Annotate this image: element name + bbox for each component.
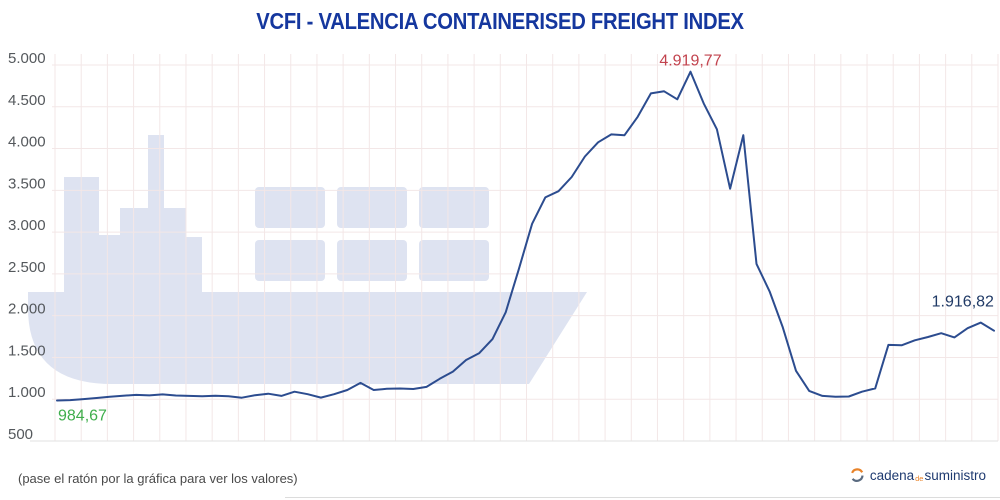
gridlines [52,54,999,441]
y-tick-label: 4.000 [8,134,46,151]
y-tick-label: 4.500 [8,92,46,109]
brand-logo[interactable]: cadena de suministro [849,467,986,483]
brand-word-cadena: cadena [869,467,915,483]
value-annotations: 984,67 4.919,77 1.916,82 [58,53,994,425]
bottom-divider [285,497,1000,498]
brand-circular-arrows-icon [850,468,864,482]
y-tick-label: 5.000 [8,50,46,67]
container-ship-watermark-icon [28,135,587,384]
hover-hint-text: (pase el ratón por la gráfica para ver l… [18,471,298,486]
brand-word-suministro: suministro [924,467,986,483]
vcfi-series-line[interactable] [56,70,995,402]
y-tick-label: 500 [8,426,33,443]
page-title: VCFI - VALENCIA CONTAINERISED FREIGHT IN… [256,8,744,34]
annotation-max: 4.919,77 [659,53,721,70]
y-tick-label: 1.000 [8,384,46,401]
annotation-start: 984,67 [58,408,107,425]
y-tick-label: 3.000 [8,217,46,234]
y-tick-label: 3.500 [8,175,46,192]
y-tick-label: 1.500 [8,342,46,359]
y-tick-label: 2.500 [8,259,46,276]
brand-word-de: de [915,473,924,483]
y-tick-label: 2.000 [8,301,46,318]
annotation-end: 1.916,82 [932,294,994,311]
y-axis-tick-labels: 5.000 4.500 4.000 3.500 3.000 2.500 2.000 1.500… [8,50,46,443]
